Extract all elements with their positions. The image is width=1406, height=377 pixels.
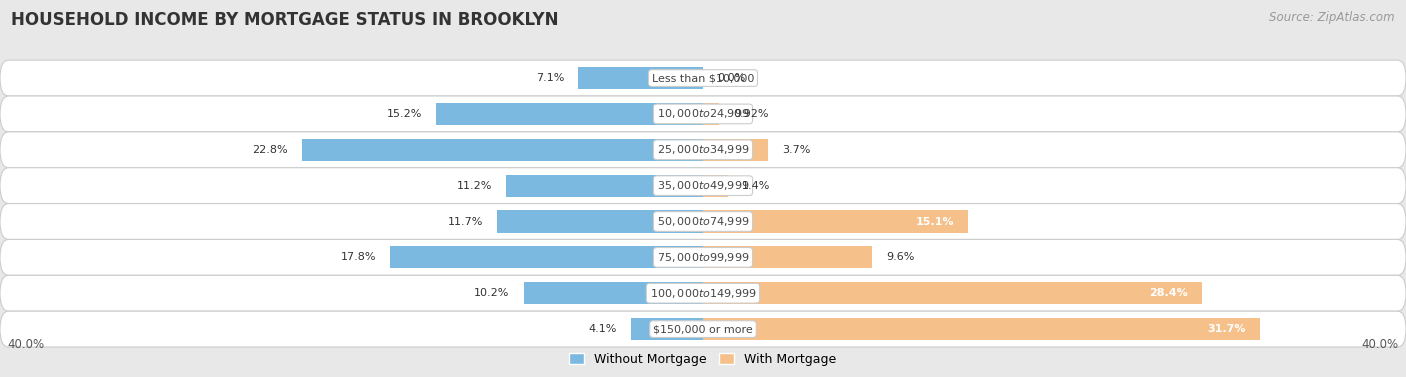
Text: 10.2%: 10.2%: [474, 288, 510, 298]
Text: 15.2%: 15.2%: [387, 109, 422, 119]
Text: 11.2%: 11.2%: [457, 181, 492, 191]
FancyBboxPatch shape: [0, 311, 1406, 347]
FancyBboxPatch shape: [0, 132, 1406, 168]
FancyBboxPatch shape: [0, 204, 1406, 239]
FancyBboxPatch shape: [0, 239, 1406, 275]
FancyBboxPatch shape: [0, 60, 1406, 96]
Bar: [524, 282, 703, 304]
Text: $150,000 or more: $150,000 or more: [654, 324, 752, 334]
Bar: [703, 210, 969, 233]
Text: 40.0%: 40.0%: [7, 338, 44, 351]
Bar: [578, 67, 703, 89]
Text: 11.7%: 11.7%: [449, 216, 484, 227]
Text: 22.8%: 22.8%: [253, 145, 288, 155]
Text: 3.7%: 3.7%: [782, 145, 810, 155]
FancyBboxPatch shape: [0, 96, 1406, 132]
Text: 40.0%: 40.0%: [1362, 338, 1399, 351]
Text: 31.7%: 31.7%: [1208, 324, 1246, 334]
Text: $50,000 to $74,999: $50,000 to $74,999: [657, 215, 749, 228]
Bar: [703, 139, 768, 161]
Bar: [631, 318, 703, 340]
Text: $75,000 to $99,999: $75,000 to $99,999: [657, 251, 749, 264]
Bar: [498, 210, 703, 233]
Text: $100,000 to $149,999: $100,000 to $149,999: [650, 287, 756, 300]
Text: Less than $10,000: Less than $10,000: [652, 73, 754, 83]
Legend: Without Mortgage, With Mortgage: Without Mortgage, With Mortgage: [564, 348, 842, 371]
Text: Source: ZipAtlas.com: Source: ZipAtlas.com: [1270, 11, 1395, 24]
Bar: [436, 103, 703, 125]
Text: 0.0%: 0.0%: [717, 73, 745, 83]
Bar: [703, 175, 728, 197]
Bar: [703, 282, 1202, 304]
Text: $25,000 to $34,999: $25,000 to $34,999: [657, 143, 749, 156]
Text: 28.4%: 28.4%: [1149, 288, 1188, 298]
Bar: [703, 318, 1260, 340]
Text: 7.1%: 7.1%: [536, 73, 564, 83]
FancyBboxPatch shape: [0, 275, 1406, 311]
Text: 17.8%: 17.8%: [340, 252, 375, 262]
Text: HOUSEHOLD INCOME BY MORTGAGE STATUS IN BROOKLYN: HOUSEHOLD INCOME BY MORTGAGE STATUS IN B…: [11, 11, 558, 29]
Bar: [302, 139, 703, 161]
Bar: [391, 246, 703, 268]
Text: $10,000 to $24,999: $10,000 to $24,999: [657, 107, 749, 120]
Bar: [506, 175, 703, 197]
Bar: [703, 103, 720, 125]
Text: 9.6%: 9.6%: [886, 252, 914, 262]
Text: 15.1%: 15.1%: [915, 216, 955, 227]
Text: $35,000 to $49,999: $35,000 to $49,999: [657, 179, 749, 192]
Text: 4.1%: 4.1%: [589, 324, 617, 334]
FancyBboxPatch shape: [0, 168, 1406, 204]
Text: 1.4%: 1.4%: [742, 181, 770, 191]
Bar: [703, 246, 872, 268]
Text: 0.92%: 0.92%: [734, 109, 769, 119]
